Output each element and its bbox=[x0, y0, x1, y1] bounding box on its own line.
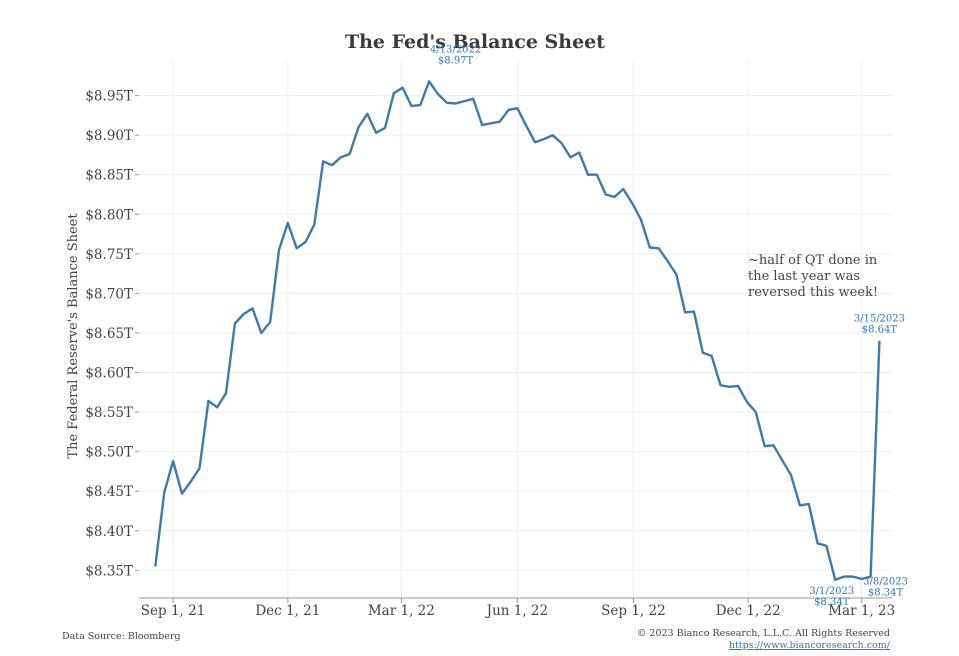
x-tick-label: Mar 1, 22 bbox=[368, 603, 435, 619]
annotation-value: $8.34T bbox=[814, 597, 850, 608]
y-tick-label: $8.65T bbox=[85, 326, 133, 342]
series-group bbox=[154, 80, 881, 581]
footer-copyright: © 2023 Bianco Research, L.L.C. All Right… bbox=[637, 628, 890, 639]
y-tick-label: $8.35T bbox=[85, 563, 133, 579]
y-axis-ticks: $8.35T $8.40T $8.45T $8.50T $8.55T $8.60T $8.6… bbox=[85, 89, 139, 579]
footer-source: Data Source: Bloomberg bbox=[62, 631, 181, 642]
gridlines bbox=[139, 60, 892, 598]
annotation-value: $8.34T bbox=[868, 588, 904, 599]
annotation-value: $8.97T bbox=[438, 55, 474, 66]
annotation-date: 3/15/2023 bbox=[854, 314, 905, 325]
annotation-date: 3/1/2023 bbox=[809, 586, 854, 597]
y-tick-label: $8.85T bbox=[85, 168, 133, 184]
y-axis-label: The Federal Reserve's Balance Sheet bbox=[66, 213, 81, 459]
y-tick-label: $8.50T bbox=[85, 445, 133, 461]
y-tick-label: $8.45T bbox=[85, 484, 133, 500]
note-line: ~half of QT done in bbox=[748, 253, 878, 268]
y-tick-label: $8.80T bbox=[85, 207, 133, 223]
y-tick-label: $8.55T bbox=[85, 405, 133, 421]
x-tick-label: Sep 1, 21 bbox=[141, 603, 206, 619]
x-tick-label: Dec 1, 21 bbox=[255, 603, 320, 619]
annotations: 4/13/2022$8.97T3/15/2023$8.64T3/1/2023$8… bbox=[430, 44, 908, 608]
annotation-date: 4/13/2022 bbox=[430, 44, 481, 55]
y-tick-label: $8.70T bbox=[85, 286, 133, 302]
x-tick-label: Jun 1, 22 bbox=[485, 603, 548, 619]
balance-sheet-line bbox=[154, 80, 881, 581]
annotation-value: $8.64T bbox=[862, 325, 898, 336]
note-line: the last year was bbox=[748, 269, 860, 284]
chart-title: The Fed's Balance Sheet bbox=[345, 31, 605, 53]
x-axis-ticks: Sep 1, 21 Dec 1, 21 Mar 1, 22 Jun 1, 22 Sep … bbox=[141, 598, 895, 619]
y-tick-label: $8.90T bbox=[85, 128, 133, 144]
x-tick-label: Sep 1, 22 bbox=[601, 603, 666, 619]
x-tick-label: Dec 1, 22 bbox=[716, 603, 781, 619]
note-line: reversed this week! bbox=[748, 285, 878, 300]
y-tick-label: $8.95T bbox=[85, 89, 133, 105]
y-tick-label: $8.60T bbox=[85, 366, 133, 382]
y-tick-label: $8.75T bbox=[85, 247, 133, 263]
footer-link[interactable]: https://www.biancoresearch.com/ bbox=[729, 640, 891, 651]
y-tick-label: $8.40T bbox=[85, 524, 133, 540]
x-tick-label: Mar 1, 23 bbox=[828, 603, 895, 619]
annotation-date: 3/8/2023 bbox=[863, 577, 908, 588]
